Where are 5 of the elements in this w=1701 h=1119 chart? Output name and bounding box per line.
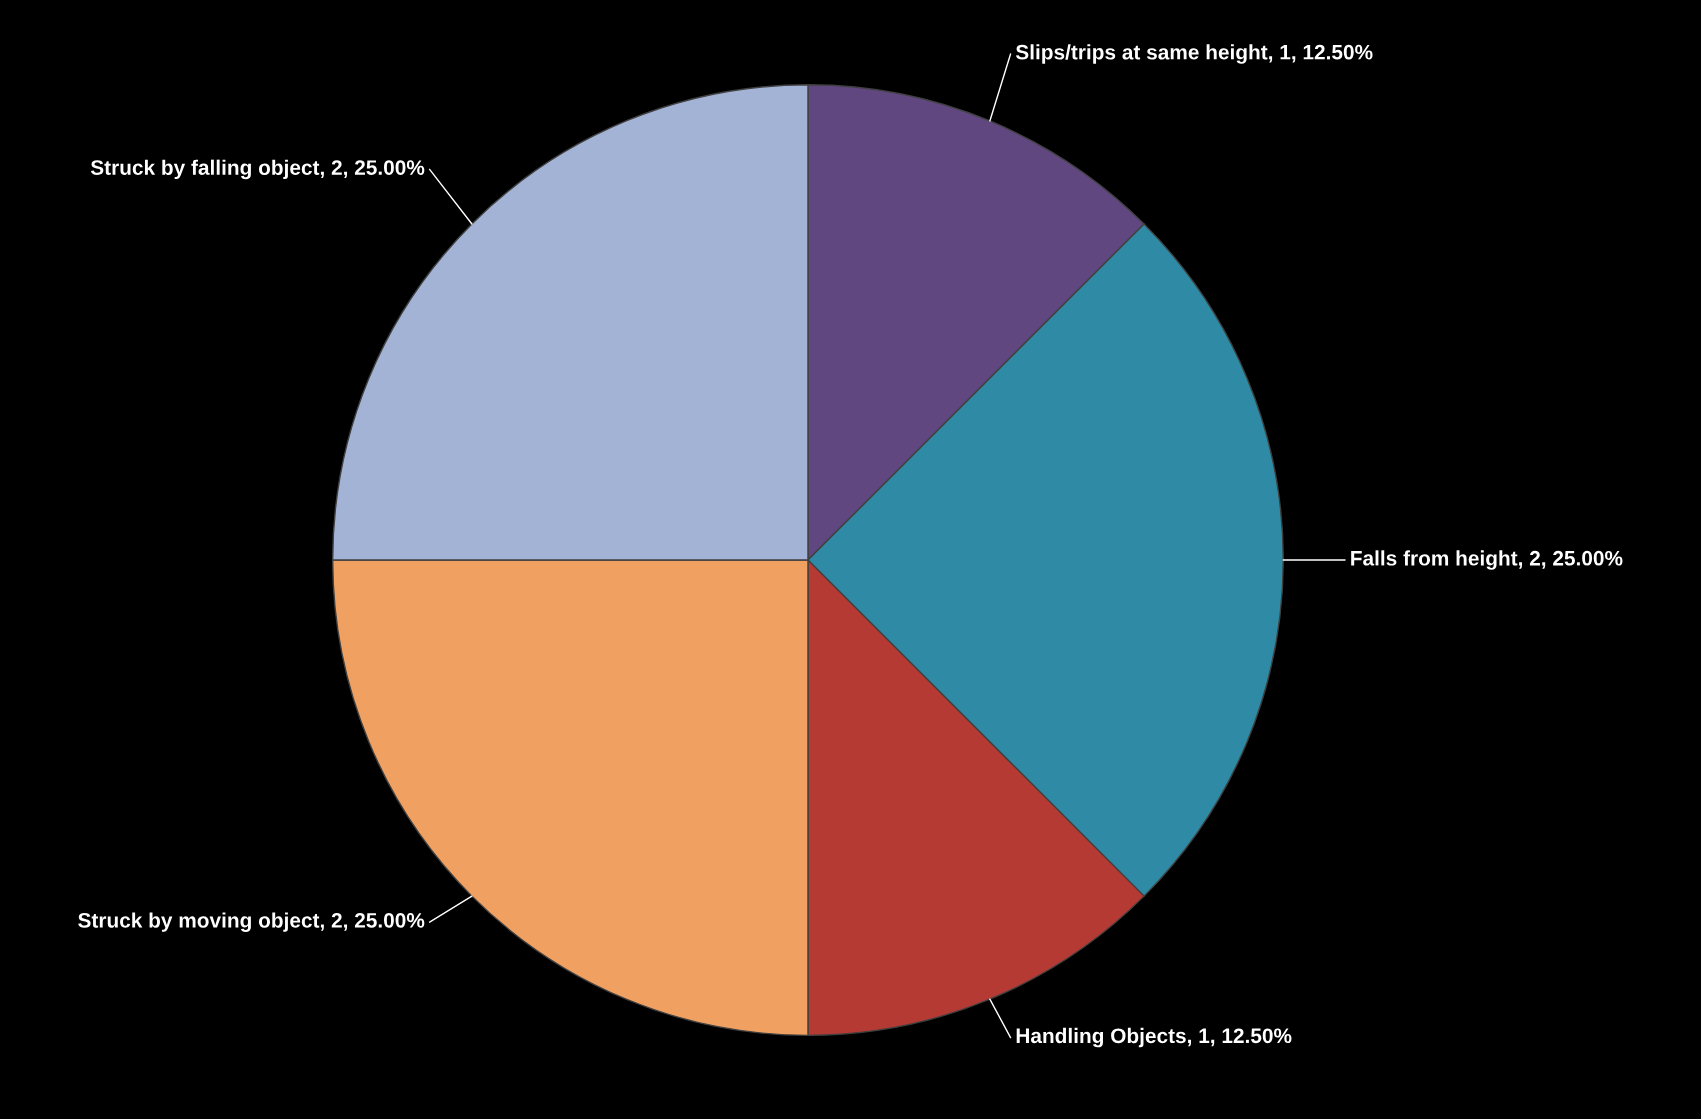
slice-label: Slips/trips at same height, 1, 12.50% [1015, 44, 1373, 64]
slice-label: Struck by falling object, 2, 25.00% [90, 159, 425, 180]
slice-label: Falls from height, 2, 25.00% [1351, 550, 1623, 570]
slice-label: Handling Objects, 1, 12.50% [1016, 1027, 1292, 1048]
slice-label: Struck by moving object, 2, 25.00% [78, 912, 425, 932]
